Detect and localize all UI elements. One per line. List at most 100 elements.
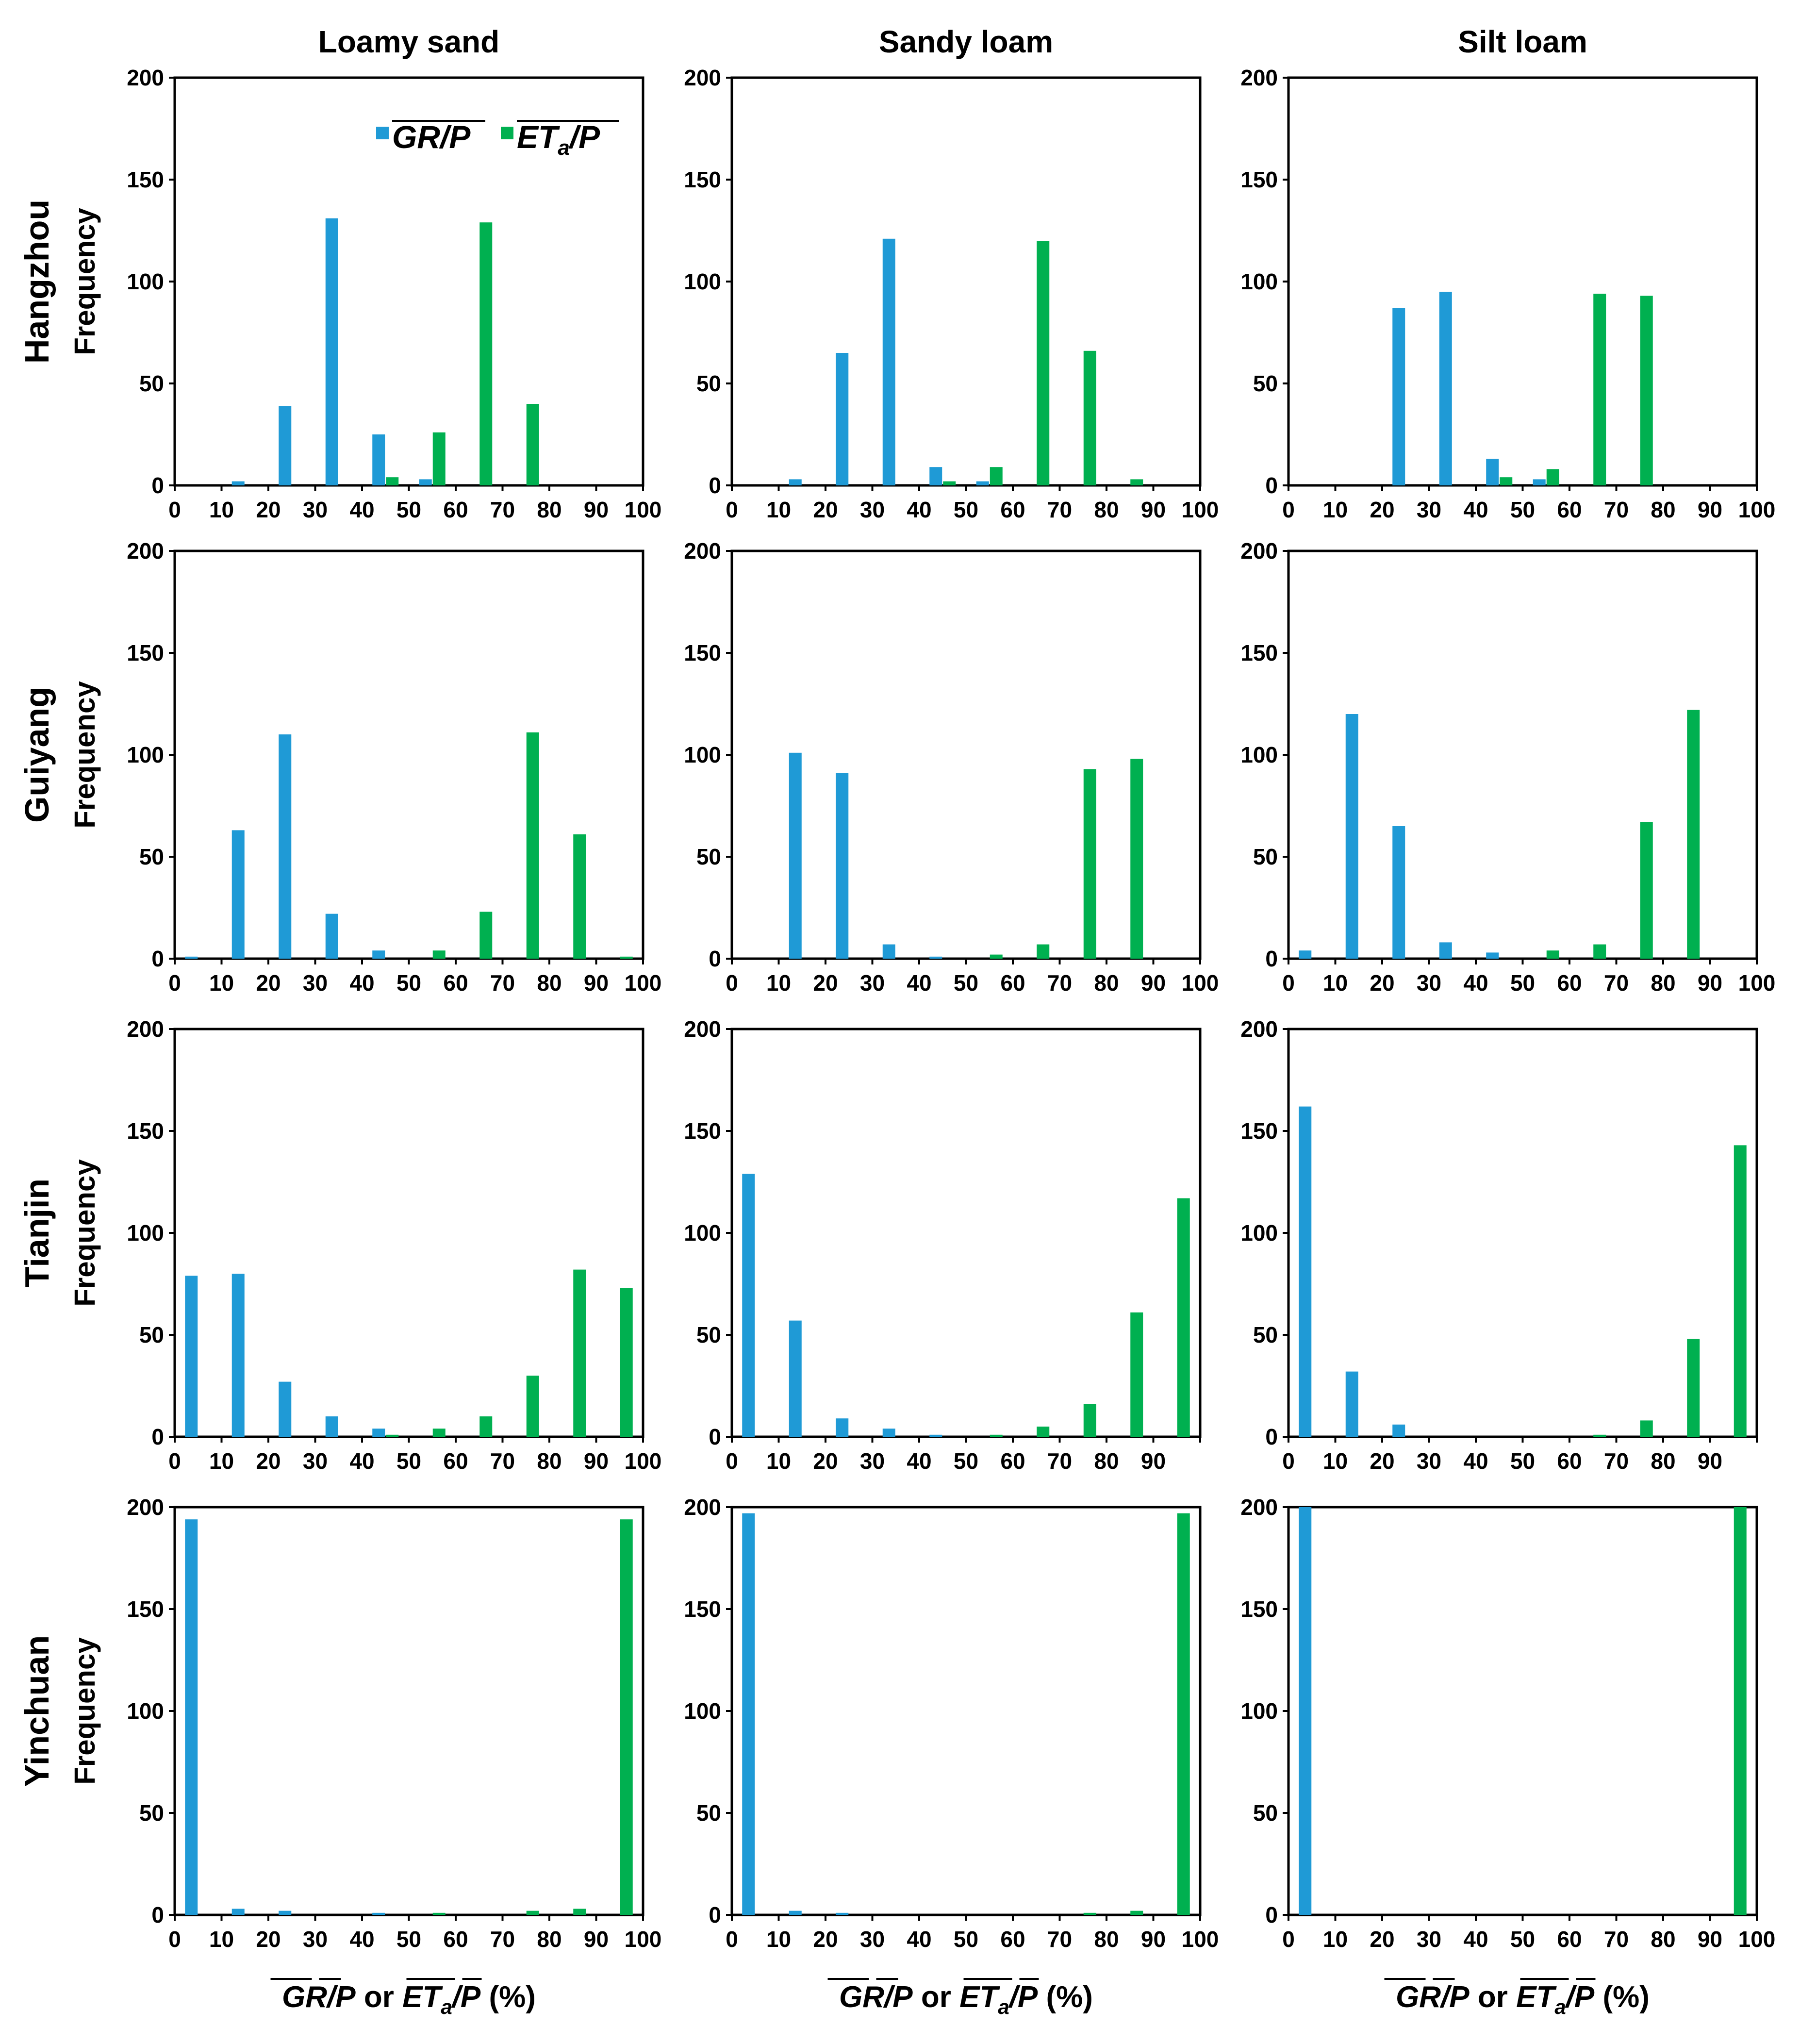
y-tick-label: 100	[127, 1220, 164, 1246]
bar-gr-bin-5	[1299, 950, 1312, 959]
bar-gr-bin-35	[325, 218, 338, 485]
bar-gr-bin-25	[836, 1418, 849, 1437]
y-tick-label: 100	[127, 742, 164, 767]
x-tick-label: 30	[303, 1448, 328, 1474]
bar-et-bin-75	[526, 732, 539, 959]
x-tick-label: 40	[1463, 1448, 1488, 1474]
x-tick-label: 50	[396, 497, 421, 522]
bar-gr-bin-55	[976, 481, 989, 485]
bar-gr-bin-5	[742, 1513, 755, 1915]
bar-et-bin-85	[573, 1909, 586, 1915]
x-tick-label: 50	[396, 1448, 421, 1474]
plot-frame	[1287, 76, 1758, 487]
bar-et-bin-75	[1083, 1404, 1096, 1437]
y-tick-label: 150	[684, 1118, 721, 1144]
y-tick-label: 200	[127, 1016, 164, 1042]
x-tick-label: 30	[860, 1927, 885, 1952]
y-tick-label: 0	[709, 946, 721, 971]
x-tick-label: 60	[443, 1927, 468, 1952]
y-tick-label: 150	[684, 167, 721, 192]
x-tick-label: 50	[1510, 1927, 1535, 1952]
column-header-sandy-loam: Sandy loam	[879, 24, 1053, 59]
x-tick-label: 100	[1738, 1927, 1776, 1952]
bar-gr-bin-15	[231, 1274, 245, 1437]
y-axis-title: Frequency	[68, 208, 101, 355]
bar-gr-bin-35	[882, 944, 895, 959]
x-tick-label: 10	[1323, 1927, 1348, 1952]
row-label-guiyang: Guiyang	[18, 687, 56, 823]
y-tick-label: 0	[151, 1424, 164, 1449]
bar-et-bin-95	[1734, 1507, 1747, 1915]
bar-et-bin-85	[1130, 479, 1143, 485]
x-tick-label: 10	[209, 1448, 234, 1474]
panel-hangzhou-sandy-loam: 0 50 100 150 200 0 10 20 30 40 50 60 70 80 90 100	[684, 65, 1219, 522]
bar-et-bin-65	[479, 222, 493, 485]
x-tick-label: 30	[303, 497, 328, 522]
bar-et-bin-55	[1546, 950, 1559, 959]
bar-et-bin-95	[1734, 1145, 1747, 1437]
bar-gr-bin-5	[1299, 1106, 1312, 1437]
x-tick-label: 80	[537, 1448, 561, 1474]
x-tick-label: 30	[860, 497, 885, 522]
y-tick-label: 0	[1265, 473, 1278, 498]
row-labels: Hangzhou Frequency Guiyang Frequency Tianjin…	[18, 199, 101, 1787]
x-tick-label: 0	[726, 970, 738, 996]
y-tick-label: 150	[684, 640, 721, 665]
x-tick-label: 80	[537, 970, 561, 996]
bar-et-bin-85	[573, 1269, 586, 1437]
x-axis-title: GR/P or ETa/P (%)	[839, 1980, 1093, 2018]
x-tick-label: 0	[726, 497, 738, 522]
legend-swatch-et	[501, 127, 513, 139]
bar-gr-bin-45	[372, 950, 385, 959]
bar-et-bin-55	[1546, 469, 1559, 485]
y-tick-label: 100	[1240, 742, 1278, 767]
x-tick-label: 90	[1698, 970, 1722, 996]
x-tick-label: 20	[813, 970, 838, 996]
bar-et-bin-55	[990, 1434, 1003, 1437]
x-tick-label: 60	[443, 497, 468, 522]
plot-frame	[730, 1028, 1202, 1438]
bar-gr-bin-15	[231, 481, 245, 485]
x-tick-label: 30	[1417, 1927, 1441, 1952]
bar-gr-bin-35	[325, 1416, 338, 1437]
bar-gr-bin-25	[1392, 1424, 1405, 1437]
y-axis-title: Frequency	[68, 681, 101, 829]
bar-gr-bin-5	[1299, 1507, 1312, 1915]
x-tick-label: 70	[1047, 497, 1072, 522]
x-tick-label: 10	[766, 1448, 791, 1474]
legend: GR/P ETa/P	[376, 119, 619, 160]
bar-et-bin-55	[990, 467, 1003, 485]
x-tick-label: 40	[907, 970, 931, 996]
bar-gr-bin-15	[789, 1911, 802, 1915]
y-tick-label: 150	[127, 1596, 164, 1622]
x-tick-label: 20	[256, 970, 281, 996]
panel-guiyang-loamy-sand: 0 50 100 150 200 0 10 20 30 40 50 60 70 80 90 100	[127, 538, 661, 996]
x-tick-label: 100	[1182, 1927, 1219, 1952]
x-tick-label: 60	[443, 1448, 468, 1474]
x-tick-label: 90	[584, 1448, 609, 1474]
x-tick-label: 40	[349, 1448, 374, 1474]
bar-gr-bin-15	[231, 1909, 245, 1915]
y-tick-label: 100	[684, 742, 721, 767]
x-tick-label: 0	[168, 970, 181, 996]
x-tick-label: 100	[625, 1448, 662, 1474]
panel-yinchuan-sandy-loam: 0 50 100 150 200 0 10 20 30 40 50 60 70 80 90 100	[684, 1495, 1219, 1952]
y-tick-label: 0	[151, 473, 164, 498]
bar-et-bin-95	[1177, 1513, 1190, 1915]
x-tick-label: 100	[625, 970, 662, 996]
panel-guiyang-sandy-loam: 0 50 100 150 200 0 10 20 30 40 50 60 70 80 90 100	[684, 538, 1219, 996]
x-tick-label: 40	[907, 497, 931, 522]
x-tick-label: 70	[490, 970, 515, 996]
x-tick-label: 20	[1370, 1448, 1394, 1474]
x-tick-label: 30	[1417, 1448, 1441, 1474]
bar-gr-bin-25	[836, 1912, 849, 1915]
y-tick-label: 200	[127, 1495, 164, 1520]
bar-gr-bin-35	[1439, 942, 1452, 959]
bar-gr-bin-15	[789, 1320, 802, 1437]
x-tick-label: 20	[1370, 970, 1394, 996]
y-tick-label: 50	[139, 1322, 164, 1347]
bar-et-bin-85	[1687, 710, 1700, 959]
x-tick-label: 0	[1282, 970, 1295, 996]
x-tick-label: 80	[1651, 970, 1675, 996]
